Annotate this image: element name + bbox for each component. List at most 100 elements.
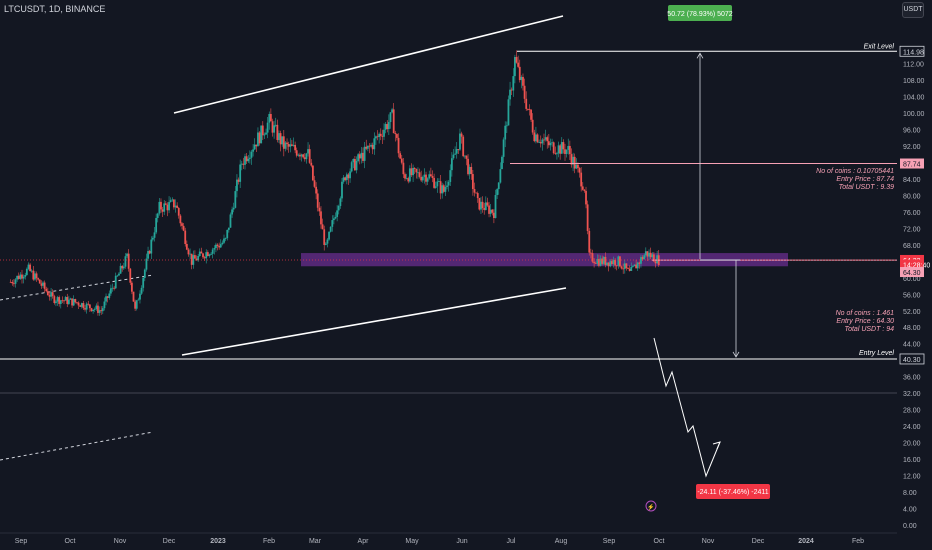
candle-body — [475, 192, 478, 194]
candle-body — [126, 253, 128, 257]
candle-body — [585, 190, 587, 205]
candle-body — [376, 136, 379, 138]
support-zone — [301, 253, 788, 267]
candle-body — [46, 291, 49, 296]
candle-body — [565, 149, 568, 154]
candle-body — [226, 229, 229, 239]
price-tick-label: 68.00 — [903, 243, 921, 250]
candle-body — [187, 249, 190, 255]
candle-body — [543, 139, 545, 141]
candle-body — [82, 303, 85, 309]
candle-body — [208, 254, 211, 257]
candle-body — [358, 154, 361, 159]
candle-body — [633, 264, 636, 267]
candle-body — [368, 145, 371, 147]
price-label-box — [900, 158, 924, 169]
candle-body — [627, 268, 629, 269]
candle-body — [274, 124, 277, 126]
currency-button[interactable]: USDT — [902, 2, 924, 18]
candle-body — [471, 174, 474, 190]
candle-body — [517, 62, 520, 67]
candle-body — [397, 137, 400, 154]
candle-body — [371, 144, 374, 150]
candle-body — [599, 258, 602, 266]
candle-body — [526, 108, 529, 110]
candle-body — [51, 292, 54, 297]
candle-body — [484, 202, 487, 210]
price-tick-label: 0.00 — [903, 523, 917, 530]
candle-body — [127, 253, 130, 269]
candle-body — [278, 133, 280, 141]
time-tick-label: Mar — [309, 538, 322, 545]
price-tick-label: 92.00 — [903, 144, 921, 151]
candle-body — [373, 138, 376, 150]
candle-body — [84, 308, 86, 310]
candle-body — [313, 180, 316, 187]
candle-body — [223, 238, 225, 243]
time-axis[interactable]: Sep Oct Nov Dec 2023 Feb Mar Apr May Jun Jul Aug Sep… — [15, 538, 864, 545]
candle-body — [80, 303, 83, 307]
candle-body — [449, 170, 452, 182]
candle-body — [536, 134, 539, 143]
candle-body — [179, 215, 182, 224]
candle-body — [467, 158, 469, 175]
candle-body — [284, 142, 287, 149]
candle-body — [308, 149, 311, 163]
candle-body — [189, 253, 191, 255]
candle-body — [568, 145, 571, 155]
candle-body — [269, 113, 272, 122]
candle-body — [462, 136, 465, 157]
candle-body — [649, 252, 652, 258]
time-tick-label: Jul — [507, 538, 516, 545]
candle-body — [514, 57, 516, 77]
price-tick-label: 60.00 — [903, 276, 921, 283]
price-tick-label: 56.00 — [903, 292, 921, 299]
candle-body — [300, 154, 303, 157]
candle-body — [203, 257, 206, 259]
candle-body — [417, 172, 419, 174]
candle-body — [470, 166, 473, 175]
candle-body — [200, 251, 203, 254]
candle-body — [139, 293, 141, 300]
candle-body — [606, 262, 608, 265]
price-label-text: 87.74 — [903, 162, 921, 169]
candle-body — [215, 244, 217, 249]
candle-body — [636, 262, 639, 269]
candle-body — [378, 133, 381, 138]
candle-body — [391, 109, 393, 113]
time-tick-label: Apr — [358, 538, 370, 545]
candle-body — [143, 269, 146, 278]
candle-body — [281, 136, 284, 145]
price-tick-label: 52.00 — [903, 309, 921, 316]
candle-body — [502, 139, 505, 157]
candle-body — [326, 239, 329, 244]
candle-body — [546, 137, 549, 142]
candle-body — [229, 214, 232, 228]
candle-body — [289, 144, 292, 147]
candles — [9, 50, 660, 316]
candle-body — [412, 167, 414, 176]
candle-body — [489, 209, 492, 214]
time-tick-label: Feb — [263, 538, 275, 545]
candle-body — [290, 144, 293, 146]
time-tick-label: Nov — [702, 538, 715, 545]
price-tick-label: 100.00 — [903, 111, 925, 118]
candle-body — [265, 132, 267, 135]
candle-body — [447, 181, 450, 186]
candle-body — [197, 255, 200, 261]
candle-body — [341, 181, 343, 199]
symbol-title: LTCUSDT, 1D, BINANCE — [4, 4, 106, 14]
candle-body — [324, 243, 327, 245]
price-tick-label: 112.00 — [903, 62, 924, 69]
time-tick-label: Sep — [603, 538, 616, 545]
candle-body — [134, 301, 137, 309]
candle-body — [103, 301, 106, 309]
candle-body — [218, 246, 221, 248]
candle-body — [379, 133, 382, 136]
price-tick-label: 16.00 — [903, 457, 921, 464]
candle-body — [323, 229, 326, 245]
lower-dashed-trendline — [0, 431, 154, 461]
lower-position-line: Total USDT : 94 — [844, 326, 894, 333]
